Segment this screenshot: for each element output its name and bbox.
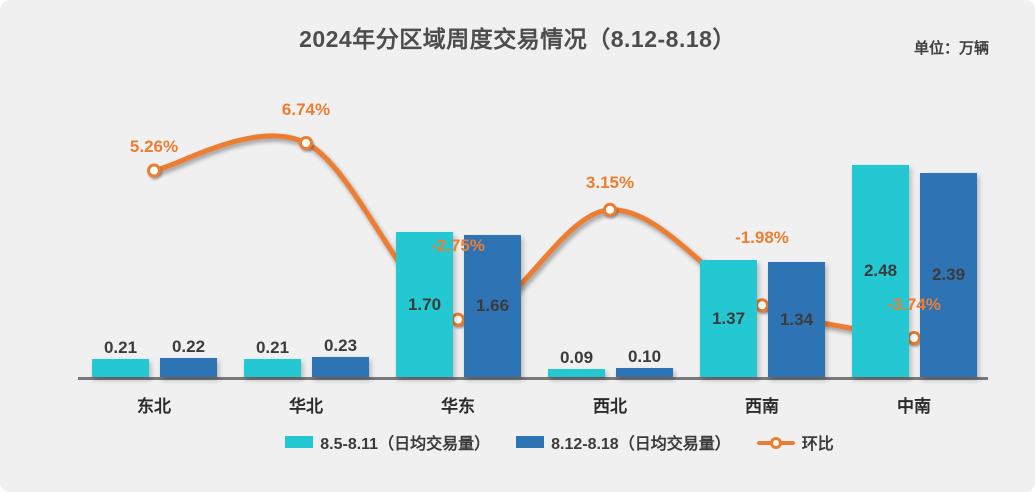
bar-week1-group1[interactable] [92, 359, 149, 377]
legend-swatch-trend-icon [756, 436, 795, 449]
line-marker-1[interactable] [147, 163, 161, 178]
bar-value-label: 1.37 [711, 308, 746, 328]
bar-value-label: 0.23 [323, 336, 358, 355]
bar-week2-group5[interactable] [768, 262, 825, 377]
bar-value-label: 0.22 [171, 337, 206, 356]
bar-week1-group5[interactable] [700, 260, 757, 377]
bar-week1-group6[interactable] [852, 165, 909, 377]
unit-label: 单位：万辆 [913, 40, 989, 57]
x-axis-label-6: 中南 [897, 397, 931, 416]
bar-week2-group4[interactable] [616, 368, 673, 377]
legend-swatch-week2 [516, 436, 545, 448]
line-value-label-4: 3.15% [585, 172, 635, 192]
legend-item-week2[interactable]: 8.12-8.18（日均交易量） [516, 430, 731, 454]
legend-label-trend: 环比 [801, 436, 834, 453]
legend-item-week1[interactable]: 8.5-8.11（日均交易量） [285, 430, 490, 454]
line-value-label-2: 6.74% [281, 100, 331, 119]
chart-title: 2024年分区域周度交易情况（8.12-8.18） [299, 26, 736, 52]
x-axis-line [78, 377, 988, 380]
line-value-label-5: -1.98% [735, 228, 789, 248]
legend-item-trend[interactable]: 环比 [756, 430, 834, 454]
bar-value-label: 2.48 [863, 261, 898, 280]
bar-week2-group3[interactable] [464, 235, 521, 377]
line-marker-4[interactable] [603, 202, 617, 217]
bar-value-label: 0.10 [627, 347, 662, 366]
bar-value-label: 0.09 [559, 348, 594, 367]
line-value-label-6: -3.74% [887, 295, 941, 314]
line-marker-5[interactable] [755, 298, 769, 313]
bar-value-label: 0.21 [255, 338, 290, 357]
bar-week2-group6[interactable] [920, 173, 977, 377]
bar-week1-group3[interactable] [396, 232, 453, 377]
bar-week2-group2[interactable] [312, 357, 369, 377]
bar-value-label: 1.70 [407, 294, 442, 314]
legend-label-week2: 8.12-8.18（日均交易量） [551, 436, 731, 453]
bar-value-label: 2.39 [931, 265, 966, 284]
bar-value-label: 1.34 [779, 309, 814, 329]
bar-value-label: 1.66 [475, 296, 510, 315]
line-value-label-3: -2.75% [431, 235, 485, 255]
x-axis-label-2: 华北 [289, 397, 323, 416]
legend-label-week1: 8.5-8.11（日均交易量） [320, 436, 491, 453]
line-marker-6[interactable] [907, 331, 921, 345]
line-marker-3[interactable] [451, 312, 465, 327]
x-axis-label-3: 华东 [441, 397, 475, 416]
line-marker-2[interactable] [299, 136, 313, 150]
bar-week2-group1[interactable] [160, 358, 217, 377]
bar-week1-group4[interactable] [548, 369, 605, 377]
bar-value-label: 0.21 [103, 338, 138, 357]
legend-marker-glyph [769, 436, 782, 449]
legend: 8.5-8.11（日均交易量） 8.12-8.18（日均交易量） 环比 [0, 430, 1035, 454]
x-axis-label-5: 西南 [745, 397, 779, 416]
x-axis-label-1: 东北 [137, 397, 171, 416]
bar-week1-group2[interactable] [244, 359, 301, 377]
line-value-label-1: 5.26% [129, 136, 179, 156]
x-axis-label-4: 西北 [593, 397, 627, 416]
legend-swatch-week1 [285, 436, 314, 448]
